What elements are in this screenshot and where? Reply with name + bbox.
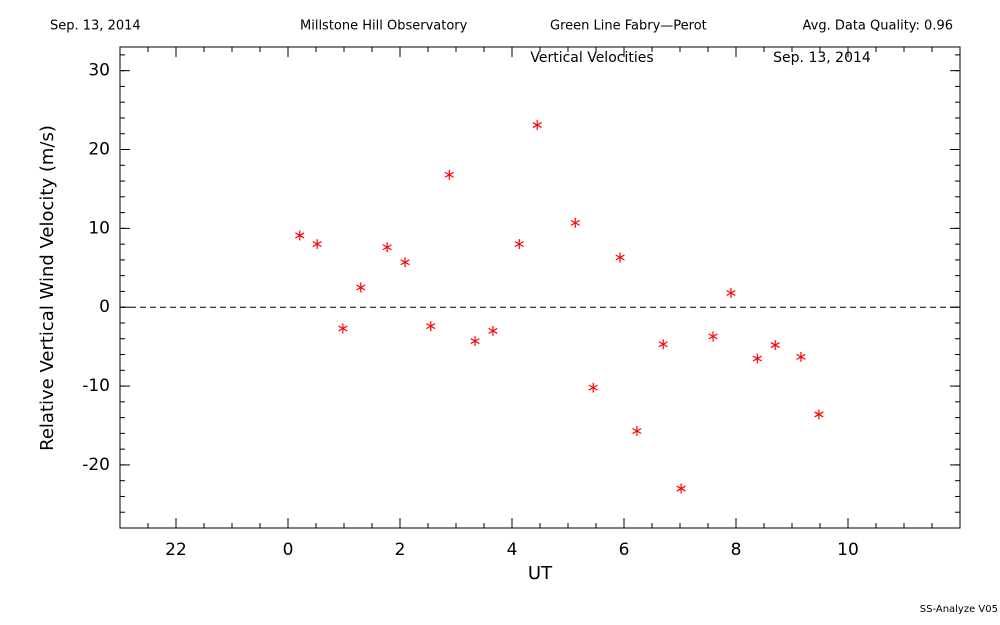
footer: SS-Analyze V05 <box>920 604 998 615</box>
point-stroke <box>676 485 686 492</box>
y-tick-label: 10 <box>88 218 110 238</box>
point-stroke <box>400 259 410 266</box>
point-stroke <box>470 338 480 345</box>
x-tick-label: 2 <box>395 540 406 560</box>
point <box>426 321 436 332</box>
point <box>488 325 498 336</box>
point <box>382 242 392 253</box>
point <box>708 331 718 342</box>
x-axis-label: UT <box>528 563 553 584</box>
x-tick-label: 22 <box>165 540 187 560</box>
point-stroke <box>588 384 598 391</box>
x-tick-label: 10 <box>837 540 859 560</box>
point <box>726 288 736 299</box>
point-stroke <box>814 411 824 418</box>
x-tick-label: 8 <box>731 540 742 560</box>
point-stroke <box>658 341 668 348</box>
point-stroke <box>338 325 348 332</box>
point-stroke <box>426 323 436 330</box>
point-stroke <box>382 244 392 251</box>
x-tick-label: 0 <box>283 540 294 560</box>
header-observatory: Millstone Hill Observatory <box>300 19 468 34</box>
point-stroke <box>532 122 542 129</box>
point-stroke <box>632 427 642 435</box>
x-tick-label: 6 <box>619 540 630 560</box>
point-stroke <box>570 219 580 226</box>
y-tick-label: 30 <box>88 61 110 81</box>
point-stroke <box>726 289 736 297</box>
point <box>338 323 348 334</box>
y-tick-label: 20 <box>88 140 110 160</box>
point <box>588 382 598 393</box>
header-instrument: Green Line Fabry—Perot <box>550 19 707 34</box>
y-tick-label: -10 <box>82 376 110 396</box>
point-stroke <box>312 241 322 248</box>
point <box>752 353 762 364</box>
x-tick-label: 4 <box>507 540 518 560</box>
chart-title: Vertical Velocities <box>530 50 653 66</box>
header-date: Sep. 13, 2014 <box>50 19 141 34</box>
y-axis-label: Relative Vertical Wind Velocity (m/s) <box>37 125 58 451</box>
point <box>658 339 668 350</box>
chart-subtitle: Sep. 13, 2014 <box>773 50 871 66</box>
point-stroke <box>708 333 718 340</box>
point-stroke <box>295 232 305 239</box>
point-stroke <box>615 254 625 261</box>
point <box>615 252 625 263</box>
point-stroke <box>770 342 780 349</box>
point <box>632 426 642 437</box>
y-tick-label: -20 <box>82 455 110 475</box>
point <box>514 239 524 250</box>
point <box>312 239 322 250</box>
point <box>814 409 824 420</box>
point <box>676 483 686 494</box>
point-stroke <box>752 355 762 362</box>
point <box>532 120 542 131</box>
point <box>444 169 454 180</box>
point <box>295 230 305 241</box>
point <box>770 340 780 351</box>
point-stroke <box>356 284 366 291</box>
point <box>796 351 806 362</box>
point <box>356 282 366 293</box>
y-tick-label: 0 <box>99 297 110 317</box>
plot-frame <box>119 46 961 529</box>
point <box>570 217 580 228</box>
point-stroke <box>514 241 524 248</box>
header-quality: Avg. Data Quality: 0.96 <box>803 19 953 34</box>
point-stroke <box>796 353 806 360</box>
point <box>400 257 410 268</box>
point-stroke <box>488 327 498 334</box>
point-stroke <box>444 171 454 178</box>
point <box>470 336 480 347</box>
